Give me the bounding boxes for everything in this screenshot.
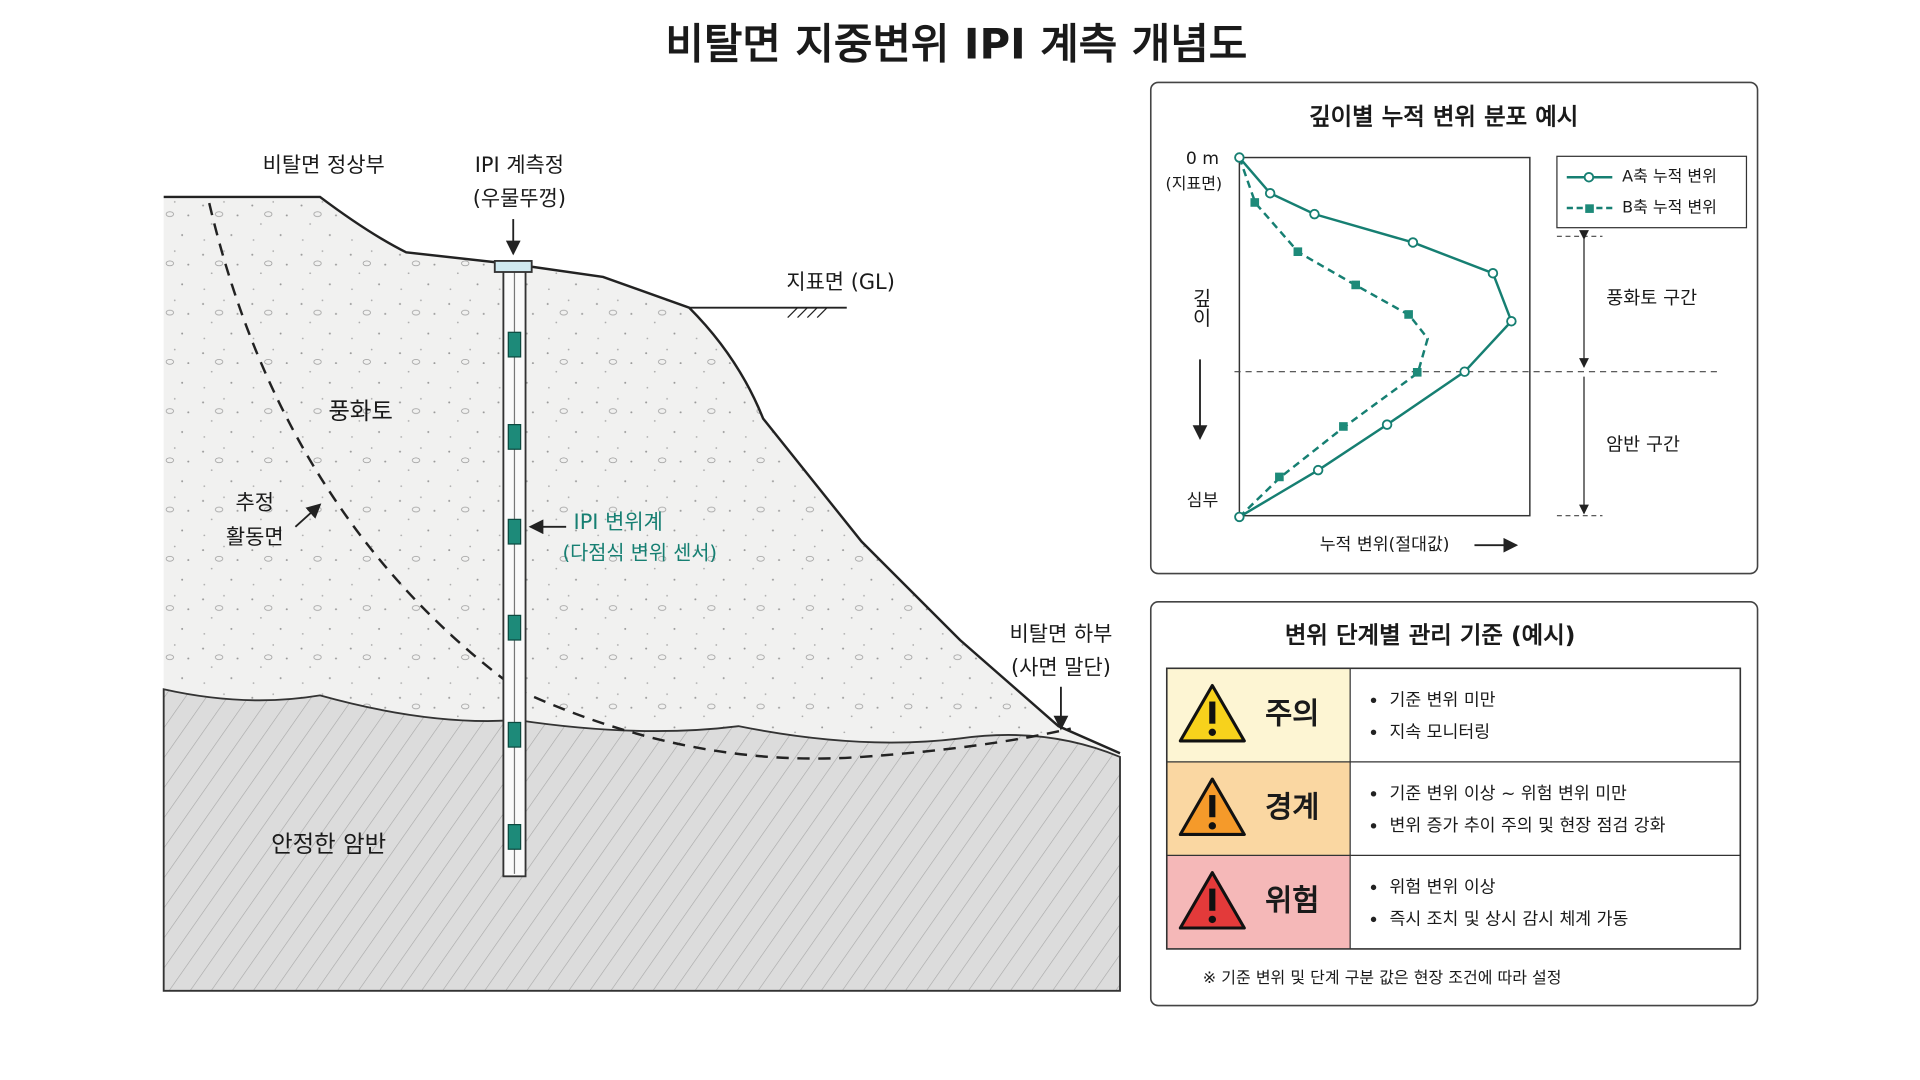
x-label: 누적 변위(절대값) [1320, 535, 1450, 555]
level-label: 주의 [1265, 697, 1319, 731]
curve-a-markers [1234, 152, 1517, 523]
warning-icon [1178, 684, 1246, 743]
sensor-label: IPI 변위계 [574, 510, 663, 534]
criteria-panel [1149, 601, 1759, 1007]
curve-b-markers [1250, 198, 1422, 482]
top-label: 0 m [1186, 149, 1219, 169]
profile-title: 깊이별 누적 변위 분포 예시 [1309, 103, 1578, 131]
legend-a-marker [1583, 172, 1595, 183]
criteria-title: 변위 단계별 관리 기준 (예시) [1285, 621, 1575, 649]
level-label: 위험 [1265, 884, 1319, 918]
profile-panel [1149, 81, 1759, 575]
title: 비탈면 지중변위 IPI 계측 개념도 [665, 19, 1247, 68]
depth-label: 깊이 [1188, 288, 1211, 327]
soil-label: 풍화토 [328, 397, 393, 425]
gl-symbol [787, 307, 828, 318]
criteria-item: 즉시 조치 및 상시 감시 체계 가동 [1390, 909, 1629, 929]
criteria-item: 기준 변위 이상 ~ 위험 변위 미만 [1390, 784, 1628, 804]
legend-box [1556, 155, 1748, 229]
bedrock [162, 688, 1121, 992]
toe-label: 비탈면 하부 [1010, 622, 1113, 646]
bottom-label: 심부 [1187, 491, 1219, 511]
bedrock-label: 안정한 암반 [271, 830, 386, 858]
sensors [507, 331, 522, 850]
warning-icon [1178, 777, 1246, 836]
slip-label: 활동면 [226, 525, 284, 549]
gl-label: 지표면 (GL) [786, 270, 895, 294]
plot-box [1238, 156, 1531, 517]
slip-label: 추정 [236, 490, 274, 514]
slip-surface [208, 202, 1072, 760]
table-border [1165, 667, 1742, 950]
bullets [1370, 697, 1377, 923]
well-cap [493, 260, 533, 273]
criteria-note: ※ 기준 변위 및 단계 구분 값은 현장 조건에 따라 설정 [1203, 968, 1562, 987]
cross-section [162, 195, 1121, 992]
legend-b-marker [1585, 204, 1594, 213]
curve-a [1238, 156, 1513, 518]
warning-icon [1178, 871, 1246, 930]
legend-label: B축 누적 변위 [1622, 198, 1717, 217]
top-note: (지표면) [1166, 174, 1223, 193]
crest-label: 비탈면 정상부 [263, 153, 385, 177]
curve-b [1238, 157, 1430, 518]
zone-label: 암반 구간 [1606, 435, 1680, 456]
well-label: IPI 계측정 [475, 153, 564, 177]
sensor-detail: (다점식 변위 센서) [562, 541, 717, 564]
criteria-item: 위험 변위 이상 [1390, 877, 1496, 897]
legend-label: A축 누적 변위 [1622, 167, 1717, 186]
toe-label: (사면 말단) [1011, 655, 1111, 679]
criteria-item: 변위 증가 추이 주의 및 현장 점검 강화 [1390, 816, 1666, 836]
criteria-item: 지속 모니터링 [1390, 722, 1491, 742]
well-cap-label: (우물뚜껑) [473, 186, 566, 210]
criteria-item: 기준 변위 미만 [1390, 690, 1496, 710]
zone-label: 풍화토 구간 [1606, 288, 1697, 309]
arrow [294, 503, 322, 528]
level-label: 경계 [1265, 790, 1319, 824]
